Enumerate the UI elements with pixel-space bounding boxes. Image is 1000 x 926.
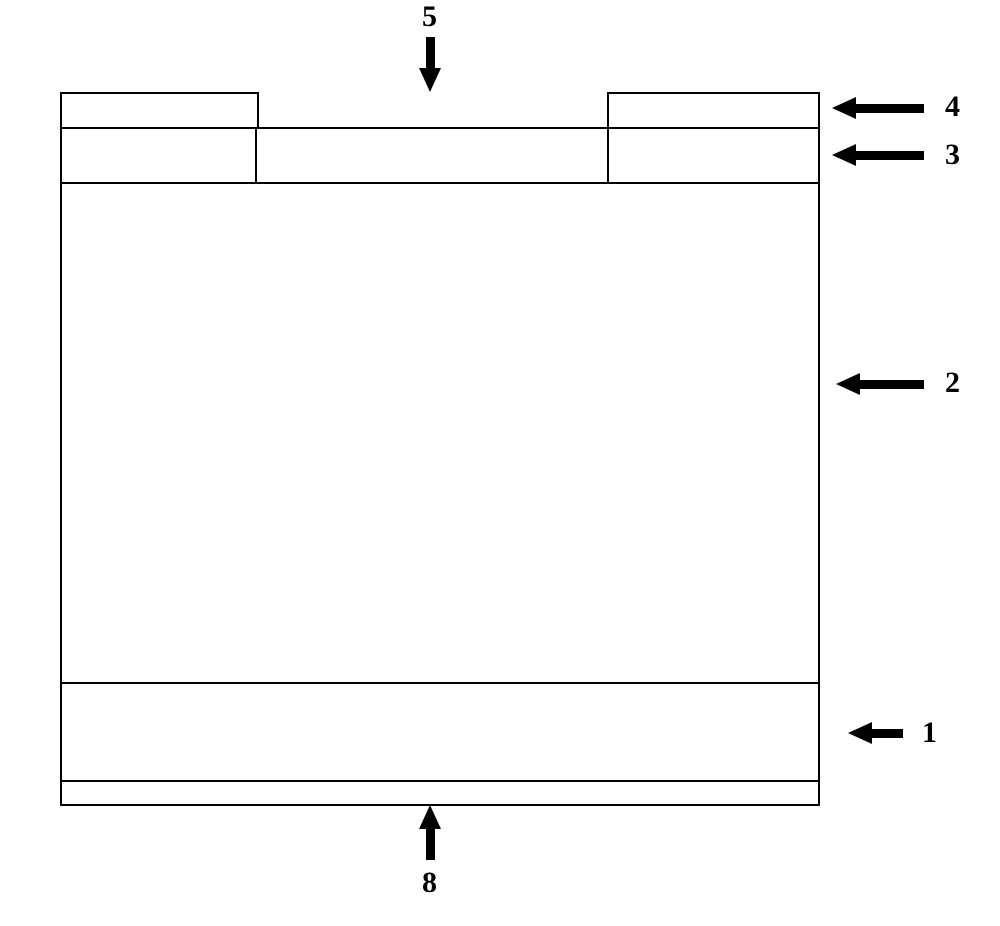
callout-arrow-2 <box>836 373 924 395</box>
layer-3-top-inset-right <box>607 127 820 184</box>
callout-label-2: 2 <box>945 366 960 400</box>
layer-5-top-center <box>257 92 609 129</box>
layer-8-bottom-electrode <box>60 780 820 806</box>
callout-label-8: 8 <box>422 866 437 900</box>
callout-arrow-4 <box>832 97 924 119</box>
callout-label-4: 4 <box>945 90 960 124</box>
callout-label-3: 3 <box>945 138 960 172</box>
layer-2-body <box>60 182 820 684</box>
layer-1-substrate <box>60 682 820 782</box>
callout-arrow-8 <box>419 805 441 860</box>
callout-arrow-1 <box>848 722 903 744</box>
layer-3-top-inset-left <box>60 127 257 184</box>
callout-arrow-3 <box>832 144 924 166</box>
callout-arrow-5 <box>419 37 441 92</box>
callout-label-5: 5 <box>422 0 437 34</box>
cross-section-diagram <box>60 92 820 806</box>
callout-label-1: 1 <box>922 716 937 750</box>
